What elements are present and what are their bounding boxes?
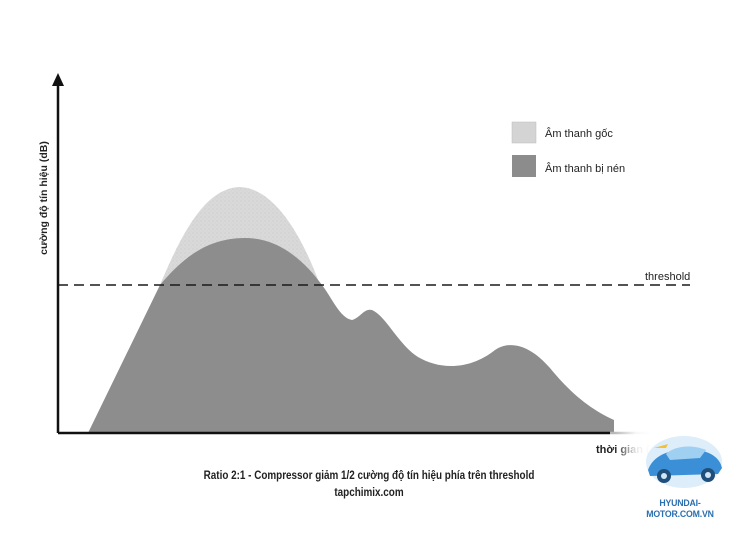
caption-title: Ratio 2:1 - Compressor giảm 1/2 cường độ… — [203, 470, 535, 482]
y-axis-label: cường độ tín hiệu (dB) — [38, 141, 50, 255]
car-logo-icon — [646, 436, 722, 488]
caption-source: tapchimix.com — [334, 487, 404, 499]
watermark-text: HYUNDAI-MOTOR.COM.VN — [646, 498, 714, 520]
compressed-signal-area — [88, 238, 614, 433]
legend-label-compressed: Âm thanh bị nén — [545, 162, 625, 175]
legend-swatch-original — [511, 121, 537, 144]
y-axis-arrow — [52, 73, 64, 86]
legend-label-original: Âm thanh gốc — [545, 127, 613, 140]
legend: Âm thanh gốc Âm thanh bị nén — [511, 121, 625, 177]
threshold-label: threshold — [645, 271, 690, 283]
legend-swatch-compressed — [512, 155, 536, 177]
watermark-logo: HYUNDAI-MOTOR.COM.VN — [614, 418, 738, 545]
